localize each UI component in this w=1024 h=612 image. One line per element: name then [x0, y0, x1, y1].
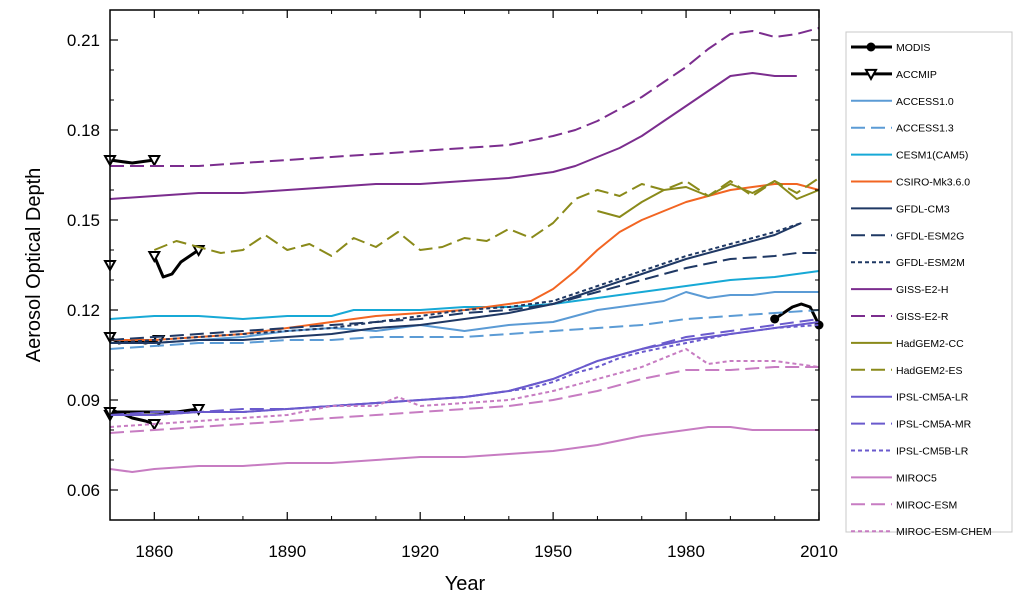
series-lines: [103, 27, 824, 473]
series-marker-accmip: [191, 404, 206, 417]
legend-label-miroc5: MIROC5: [896, 472, 937, 484]
series-line-ipsl-cm5b-lr: [110, 324, 820, 416]
series-line-gfdl-esm2m: [109, 222, 802, 344]
legend-label-csiro-mk3-6-0: CSIRO-Mk3.6.0: [896, 177, 970, 189]
y-tick-label: 0.09: [67, 391, 100, 410]
series-line-accmip-0: [109, 158, 155, 165]
legend-label-hadgem2-es: HadGEM2-ES: [896, 365, 963, 377]
series-line-gfdl-cm3: [110, 222, 802, 344]
x-tick-label: 1860: [135, 542, 173, 561]
x-tick-label: 1980: [667, 542, 705, 561]
series-marker-modis: [770, 314, 780, 324]
y-axis-label: Aerosol Optical Depth: [23, 168, 45, 363]
legend-label-gfdl-cm3: GFDL-CM3: [896, 203, 950, 215]
series-line-ipsl-cm5a-mr: [109, 318, 820, 416]
legend-label-ipsl-cm5b-lr: IPSL-CM5B-LR: [896, 446, 969, 458]
series-line-cesm1-cam5: [109, 270, 820, 320]
legend-label-access1-0: ACCESS1.0: [896, 96, 954, 108]
series-line-miroc5: [109, 426, 819, 473]
legend-label-cesm1-cam5: CESM1(CAM5): [896, 150, 968, 162]
series-line-giss-e2-h: [109, 72, 797, 200]
legend-box: [845, 31, 1013, 533]
x-axis-label: Year: [445, 573, 486, 595]
x-tick-label: 1950: [534, 542, 572, 561]
x-tick-label: 2010: [800, 542, 838, 561]
legend-marker-modis: [866, 42, 876, 52]
legend-label-access1-3: ACCESS1.3: [896, 123, 954, 135]
series-line-hadgem2-es: [153, 177, 820, 257]
legend-label-ipsl-cm5a-mr: IPSL-CM5A-MR: [896, 419, 972, 431]
legend-label-giss-e2-r: GISS-E2-R: [896, 311, 949, 323]
y-tick-label: 0.06: [67, 481, 100, 500]
y-tick-label: 0.12: [67, 301, 100, 320]
legend-label-modis: MODIS: [896, 42, 930, 54]
legend-label-hadgem2-cc: HadGEM2-CC: [896, 338, 964, 350]
legend-label-miroc-esm-chem: MIROC-ESM-CHEM: [896, 526, 992, 538]
y-tick-label: 0.21: [67, 31, 100, 50]
series-line-miroc-esm-chem: [109, 348, 820, 428]
legend-label-gfdl-esm2g: GFDL-ESM2G: [896, 230, 964, 242]
axis-ticks: 1860 1890 1920 1950 1980 2010 0.06 0.09 0.12 0.15…: [67, 9, 838, 561]
x-tick-label: 1920: [401, 542, 439, 561]
series-line-hadgem2-cc: [597, 180, 820, 218]
x-tick-label: 1890: [268, 542, 306, 561]
series-line-gfdl-esm2g: [109, 252, 819, 341]
series-line-accmip-4: [152, 248, 200, 279]
legend-label-ipsl-cm5a-lr: IPSL-CM5A-LR: [896, 392, 969, 404]
series-marker-accmip: [147, 251, 162, 264]
legend-label-miroc-esm: MIROC-ESM: [896, 499, 957, 511]
series-marker-accmip: [147, 155, 162, 168]
plot-frame: [109, 9, 820, 521]
series-line-giss-e2-r: [110, 27, 820, 167]
series-line-miroc-esm: [109, 366, 819, 434]
series-line-modis: [773, 302, 821, 326]
series-line-access1-3: [109, 309, 820, 350]
legend: MODIS ACCMIP ACCESS1.0 ACCESS1.3 CESM1(CAM5)…: [845, 31, 1013, 538]
y-tick-label: 0.18: [67, 121, 100, 140]
legend-label-accmip: ACCMIP: [896, 69, 937, 81]
legend-label-gfdl-esm2m: GFDL-ESM2M: [896, 257, 965, 269]
legend-label-giss-e2-h: GISS-E2-H: [896, 284, 949, 296]
legend-marker-accmip: [864, 68, 878, 81]
y-tick-label: 0.15: [67, 211, 100, 230]
